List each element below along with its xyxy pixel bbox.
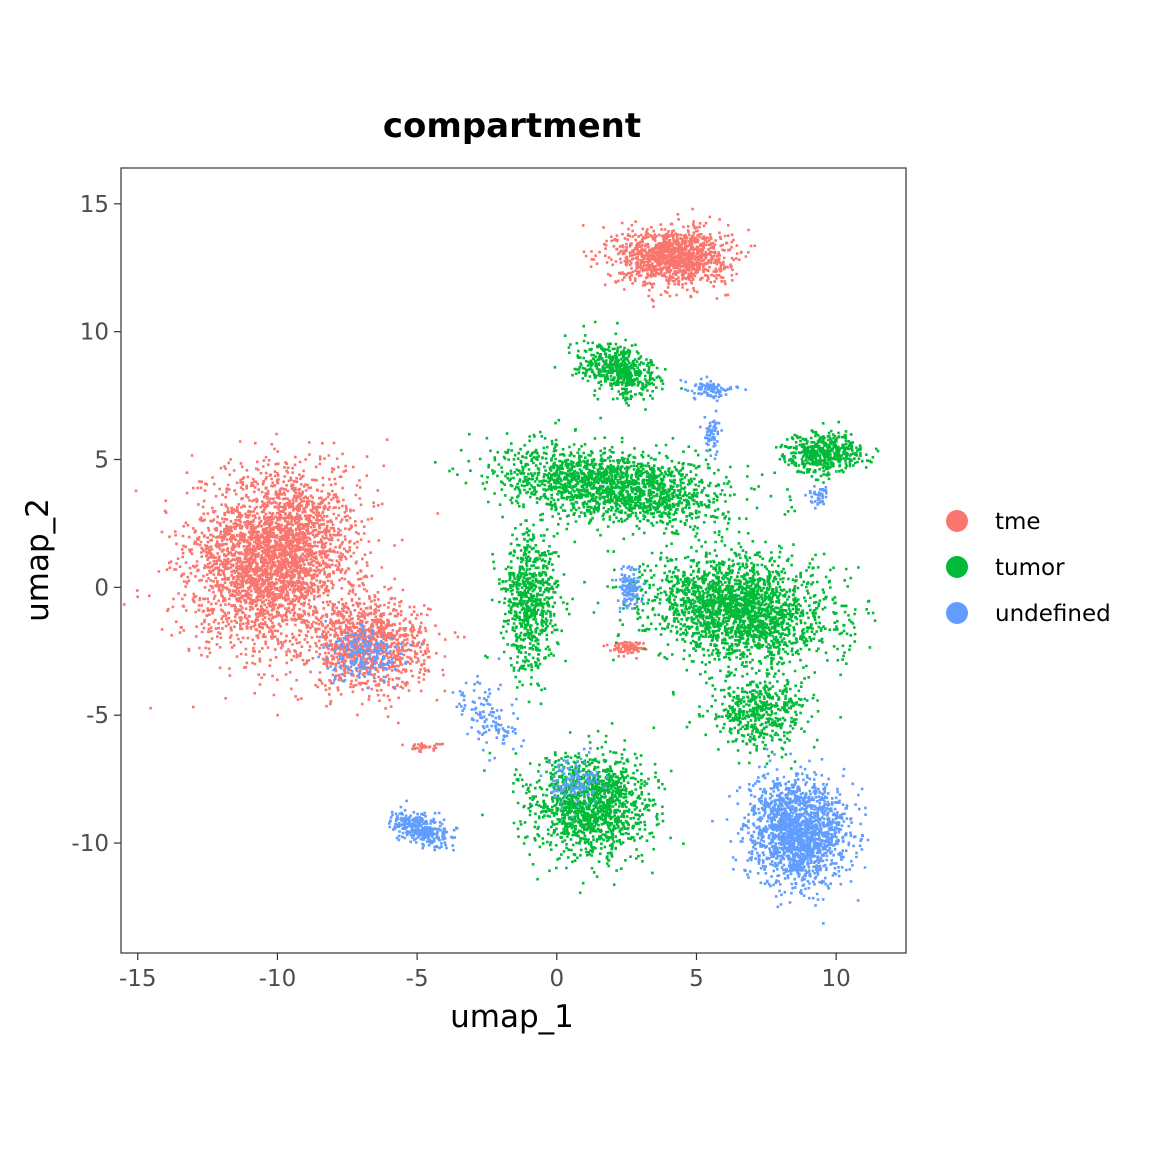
point-cluster-undefined-5 [451, 657, 525, 762]
point-cluster-tme-4 [401, 742, 444, 753]
legend-label-tme: tme [995, 509, 1041, 535]
legend-label-tumor: tumor [995, 555, 1065, 581]
point-cluster-undefined-6 [317, 619, 424, 690]
y-axis-title: umap_2 [20, 498, 56, 622]
point-cluster-tumor-3 [775, 420, 880, 484]
point-cluster-undefined-0 [711, 747, 870, 925]
point-cluster-tumor-6 [671, 645, 842, 770]
x-tick-label: 10 [822, 966, 851, 992]
point-cluster-tumor-0 [434, 416, 796, 557]
legend-label-undefined: undefined [995, 601, 1111, 627]
y-tick-label: 15 [80, 192, 109, 218]
plot-panel-border [120, 167, 907, 954]
y-tick-label: -5 [86, 703, 109, 729]
series-undefined [317, 375, 870, 925]
data-points-layer [123, 207, 880, 925]
x-tick-label: 0 [549, 966, 564, 992]
y-tick-label: 0 [94, 575, 109, 601]
point-cluster-tumor-2 [553, 320, 683, 411]
legend-key-tumor [946, 556, 968, 578]
legend: tme tumor undefined [946, 509, 1111, 627]
x-tick-label: -15 [119, 966, 157, 992]
y-tick-label: -10 [71, 831, 109, 857]
chart-title: compartment [383, 106, 641, 146]
point-cluster-undefined-4 [699, 409, 723, 461]
x-axis: -15 -10 -5 0 5 10 [119, 953, 851, 992]
y-tick-label: 5 [94, 447, 109, 473]
point-cluster-tumor-1 [484, 513, 577, 706]
legend-key-undefined [946, 602, 968, 624]
point-cluster-undefined-7 [804, 485, 828, 510]
point-cluster-tme-2 [581, 207, 757, 308]
x-axis-title: umap_1 [450, 999, 574, 1035]
point-cluster-tme-0 [123, 432, 439, 717]
x-tick-label: 5 [689, 966, 704, 992]
point-cluster-undefined-1 [388, 799, 459, 852]
series-tumor [434, 320, 880, 895]
legend-key-tme [946, 510, 968, 532]
point-cluster-tme-3 [602, 640, 648, 660]
point-cluster-undefined-8 [539, 747, 609, 819]
point-cluster-undefined-3 [679, 375, 747, 403]
point-cluster-undefined-2 [611, 565, 646, 613]
y-axis: -10 -5 0 5 10 15 [71, 192, 121, 857]
y-tick-label: 10 [80, 320, 109, 346]
x-tick-label: -10 [259, 966, 297, 992]
x-tick-label: -5 [406, 966, 429, 992]
point-cluster-tumor-4 [583, 522, 877, 713]
point-cluster-tumor-5 [481, 722, 685, 895]
